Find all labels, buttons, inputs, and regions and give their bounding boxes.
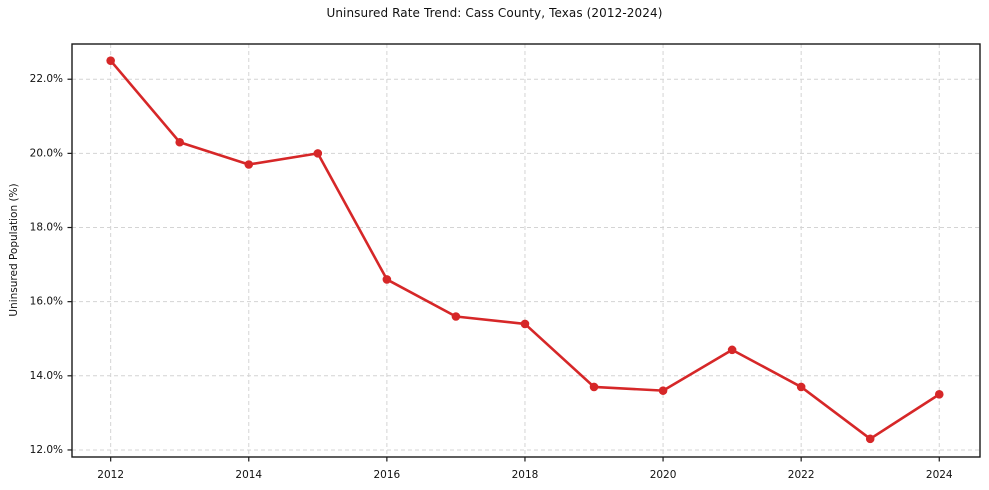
plot-border (71, 43, 981, 458)
x-tick-label: 2014 (235, 469, 262, 481)
data-point (451, 312, 461, 321)
y-tick-label: 18.0% (30, 222, 63, 234)
x-tick-label: 2012 (97, 469, 124, 481)
x-tick-label: 2016 (373, 469, 400, 481)
data-point (106, 56, 115, 65)
data-point (382, 275, 392, 284)
chart-title: Uninsured Rate Trend: Cass County, Texas… (326, 6, 663, 20)
data-point (934, 390, 944, 399)
x-tick-label: 2018 (512, 469, 539, 481)
x-tick-label: 2022 (788, 469, 815, 481)
y-tick-label: 16.0% (30, 296, 63, 308)
x-tick-label: 2020 (650, 469, 677, 481)
data-point (865, 434, 875, 444)
data-point (244, 160, 254, 169)
data-point (313, 149, 323, 158)
y-tick-label: 22.0% (30, 73, 63, 85)
y-tick-label: 20.0% (30, 147, 63, 159)
data-point (589, 382, 599, 392)
y-tick-label: 14.0% (30, 370, 63, 382)
data-point (175, 137, 185, 147)
data-point (658, 386, 668, 395)
y-tick-label: 12.0% (30, 444, 63, 456)
x-tick-label: 2024 (926, 469, 953, 481)
data-point (796, 382, 806, 392)
data-point (520, 319, 530, 329)
data-point (727, 345, 737, 355)
